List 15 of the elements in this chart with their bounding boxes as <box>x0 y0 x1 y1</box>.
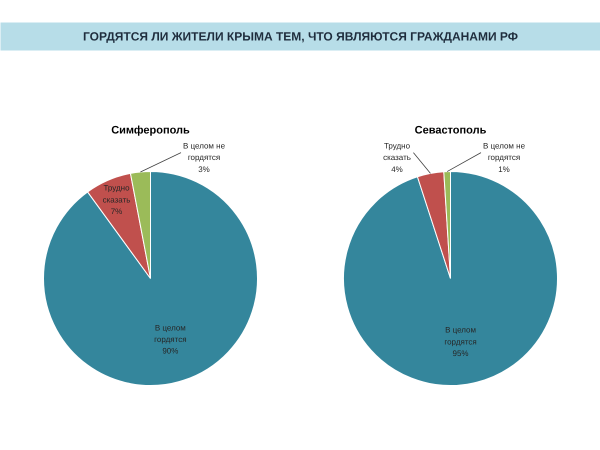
data-label: 3% <box>198 164 210 174</box>
chart-subtitle: Симферополь <box>111 124 190 136</box>
slice-label: В целом не гордятся <box>182 141 226 162</box>
data-label: 7% <box>110 207 122 216</box>
data-label: 95% <box>452 349 469 358</box>
slice-label: В целом гордятся <box>154 323 187 344</box>
data-label: 4% <box>391 164 403 174</box>
text: ГОРДЯТСЯ ЛИ ЖИТЕЛИ КРЫМА ТЕМ, ЧТО ЯВЛЯЮТСЯ ГРАЖДАНАМИ РФ <box>82 30 518 44</box>
data-label: 1% <box>498 164 510 174</box>
slice-label: Трудно сказать <box>102 184 130 204</box>
slice-label: Трудно сказать <box>383 141 411 162</box>
chart-subtitle: Севастополь <box>414 124 487 136</box>
data-label: 90% <box>162 346 178 356</box>
slice-label: В целом гордятся <box>444 326 477 346</box>
slice-label: В целом не гордятся <box>482 141 526 162</box>
